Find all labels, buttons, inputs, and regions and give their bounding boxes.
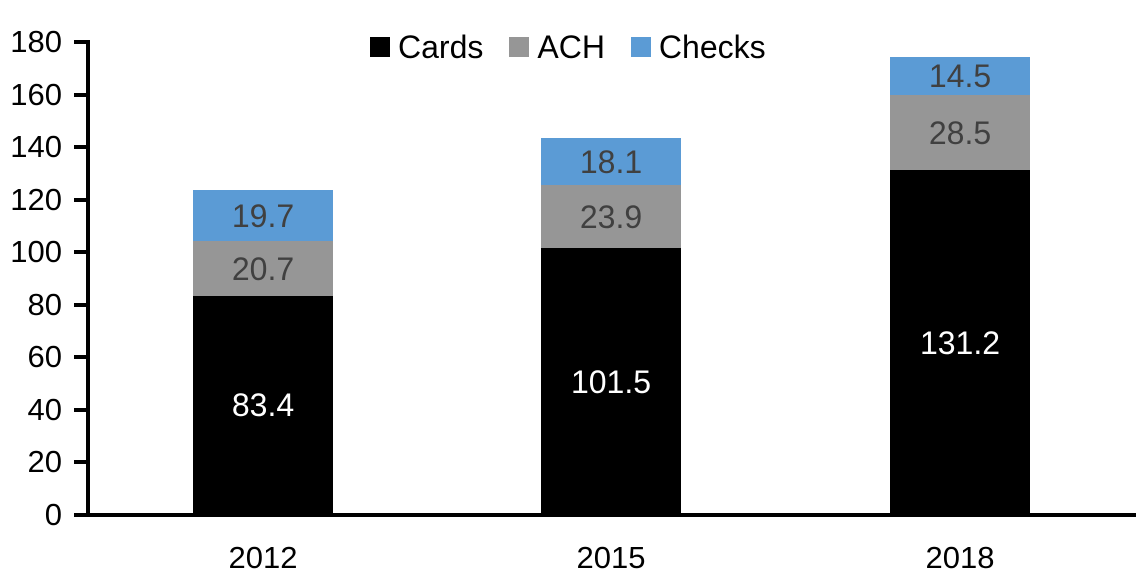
bar-segment-checks: 14.5 <box>890 57 1030 96</box>
chart-legend: Cards ACH Checks <box>370 31 766 63</box>
bar-segment-cards: 101.5 <box>541 248 681 515</box>
bar-value-label: 18.1 <box>579 143 643 180</box>
x-axis-category-label: 2018 <box>925 540 995 575</box>
bar-segment-cards: 83.4 <box>193 295 333 515</box>
y-axis-tick <box>74 302 90 307</box>
y-axis-tick-label: 80 <box>27 286 62 322</box>
legend-swatch-icon <box>630 37 651 57</box>
y-axis-tick-label: 180 <box>10 24 62 59</box>
y-axis-tick <box>74 407 90 412</box>
y-axis-tick <box>74 145 90 150</box>
legend-label: Checks <box>658 29 766 65</box>
y-axis-tick-label: 100 <box>10 234 62 270</box>
bar-value-label: 101.5 <box>570 363 652 400</box>
bar-segment-ach: 20.7 <box>193 241 333 296</box>
y-axis-tick-label: 140 <box>10 129 62 165</box>
y-axis-tick-label: 20 <box>27 444 62 480</box>
legend-swatch-icon <box>370 37 390 57</box>
bar-value-label: 23.9 <box>579 198 643 235</box>
y-axis-line <box>86 40 90 517</box>
y-axis-tick-label: 40 <box>27 391 62 427</box>
legend-swatch-icon <box>509 37 530 57</box>
y-axis-tick <box>74 197 90 202</box>
y-axis-tick <box>74 513 90 517</box>
bar-value-label: 14.5 <box>928 58 992 95</box>
x-axis-category-label: 2015 <box>576 540 646 575</box>
bar-segment-cards: 131.2 <box>890 170 1030 515</box>
bar-value-label: 20.7 <box>231 250 295 287</box>
y-axis-tick <box>74 92 90 97</box>
bar-value-label: 19.7 <box>231 197 295 234</box>
bar-value-label: 83.4 <box>231 387 295 424</box>
legend-label: Cards <box>398 29 484 65</box>
y-axis-tick-label: 60 <box>27 339 62 375</box>
y-axis-tick <box>74 355 90 360</box>
legend-item-cards: Cards <box>370 31 483 63</box>
legend-label: ACH <box>537 29 605 65</box>
bar-segment-ach: 28.5 <box>890 95 1030 171</box>
legend-item-ach: ACH <box>509 31 605 63</box>
y-axis-tick <box>74 460 90 465</box>
y-axis-tick <box>74 40 90 44</box>
legend-item-checks: Checks <box>630 29 766 65</box>
bar-segment-ach: 23.9 <box>541 185 681 249</box>
bar-value-label: 28.5 <box>928 114 992 151</box>
x-axis-category-label: 2012 <box>228 540 298 575</box>
bar-segment-checks: 18.1 <box>541 137 681 186</box>
y-axis-tick-label: 160 <box>10 76 62 112</box>
bar-value-label: 131.2 <box>919 324 1001 361</box>
y-axis-tick-label: 0 <box>44 497 62 532</box>
y-axis-tick <box>74 250 90 255</box>
x-axis-line <box>74 513 1136 517</box>
y-axis-tick-label: 120 <box>10 181 62 217</box>
bar-segment-checks: 19.7 <box>193 189 333 242</box>
